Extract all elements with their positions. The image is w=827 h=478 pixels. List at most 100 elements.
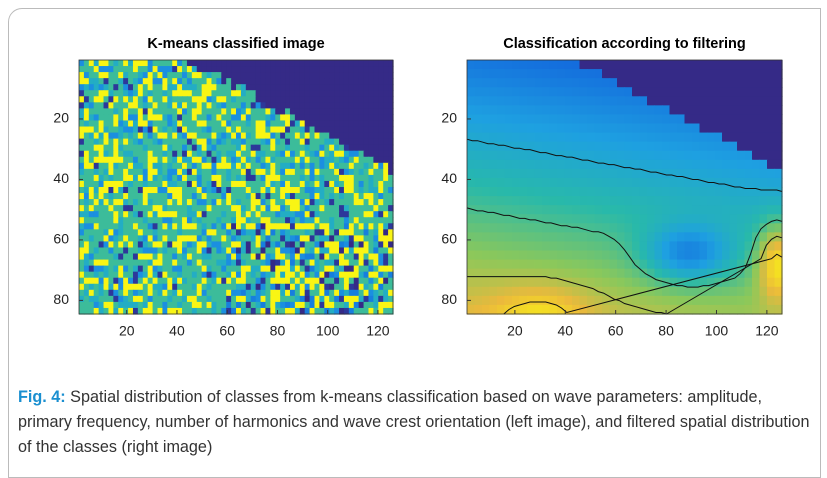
- heatmap-cell: [595, 78, 603, 88]
- heatmap-cell: [94, 72, 100, 79]
- heatmap-cell: [138, 175, 144, 182]
- heatmap-cell: [527, 160, 535, 170]
- heatmap-cell: [167, 290, 173, 297]
- heatmap-cell: [251, 102, 257, 109]
- heatmap-cell: [246, 72, 252, 79]
- heatmap-cell: [231, 187, 237, 194]
- heatmap-cell: [133, 114, 139, 121]
- heatmap-cell: [722, 260, 730, 270]
- heatmap-cell: [617, 96, 625, 106]
- heatmap-cell: [187, 96, 193, 103]
- heatmap-cell: [221, 96, 227, 103]
- heatmap-cell: [527, 251, 535, 261]
- heatmap-cell: [339, 66, 345, 73]
- heatmap-cell: [364, 187, 370, 194]
- heatmap-cell: [108, 96, 114, 103]
- heatmap-cell: [226, 72, 232, 79]
- heatmap-cell: [775, 124, 783, 134]
- heatmap-cell: [275, 72, 281, 79]
- heatmap-cell: [505, 105, 513, 115]
- heatmap-cell: [349, 163, 355, 170]
- heatmap-cell: [334, 284, 340, 291]
- heatmap-cell: [767, 169, 775, 179]
- heatmap-cell: [192, 60, 198, 67]
- heatmap-cell: [505, 205, 513, 215]
- heatmap-cell: [730, 133, 738, 143]
- heatmap-cell: [202, 235, 208, 242]
- heatmap-cell: [89, 102, 95, 109]
- heatmap-cell: [565, 187, 573, 197]
- heatmap-cell: [182, 260, 188, 267]
- heatmap-cell: [153, 217, 159, 224]
- heatmap-cell: [647, 223, 655, 233]
- heatmap-cell: [359, 72, 365, 79]
- heatmap-cell: [595, 96, 603, 106]
- heatmap-cell: [256, 102, 262, 109]
- heatmap-cell: [143, 163, 149, 170]
- heatmap-cell: [290, 278, 296, 285]
- heatmap-cell: [290, 235, 296, 242]
- heatmap-cell: [246, 139, 252, 146]
- heatmap-cell: [265, 66, 271, 73]
- heatmap-cell: [182, 278, 188, 285]
- heatmap-cell: [99, 66, 105, 73]
- heatmap-cell: [334, 193, 340, 200]
- heatmap-cell: [275, 229, 281, 236]
- heatmap-cell: [700, 241, 708, 251]
- heatmap-cell: [359, 290, 365, 297]
- heatmap-cell: [128, 302, 134, 309]
- heatmap-cell: [368, 120, 374, 127]
- heatmap-cell: [775, 223, 783, 233]
- heatmap-cell: [241, 181, 247, 188]
- heatmap-cell: [305, 254, 311, 261]
- heatmap-cell: [290, 290, 296, 297]
- heatmap-cell: [236, 296, 242, 303]
- heatmap-cell: [108, 205, 114, 212]
- heatmap-cell: [767, 133, 775, 143]
- heatmap-cell: [685, 105, 693, 115]
- heatmap-cell: [236, 260, 242, 267]
- heatmap-cell: [677, 87, 685, 97]
- heatmap-cell: [737, 96, 745, 106]
- heatmap-cell: [162, 114, 168, 121]
- heatmap-cell: [216, 193, 222, 200]
- heatmap-cell: [767, 160, 775, 170]
- heatmap-cell: [535, 187, 543, 197]
- heatmap-cell: [315, 260, 321, 267]
- heatmap-cell: [79, 278, 85, 285]
- heatmap-cell: [162, 120, 168, 127]
- heatmap-cell: [707, 69, 715, 79]
- heatmap-cell: [270, 211, 276, 218]
- heatmap-cell: [143, 254, 149, 261]
- heatmap-cell: [295, 133, 301, 140]
- heatmap-cell: [752, 87, 760, 97]
- heatmap-cell: [655, 114, 663, 124]
- heatmap-cell: [497, 160, 505, 170]
- heatmap-cell: [580, 241, 588, 251]
- heatmap-cell: [378, 241, 384, 248]
- heatmap-cell: [310, 235, 316, 242]
- heatmap-cell: [497, 241, 505, 251]
- heatmap-cell: [211, 72, 217, 79]
- heatmap-cell: [261, 139, 267, 146]
- heatmap-cell: [359, 217, 365, 224]
- heatmap-cell: [148, 139, 154, 146]
- heatmap-cell: [162, 247, 168, 254]
- heatmap-cell: [364, 114, 370, 121]
- heatmap-cell: [94, 120, 100, 127]
- heatmap-cell: [373, 187, 379, 194]
- heatmap-cell: [760, 269, 768, 279]
- heatmap-cell: [197, 78, 203, 85]
- heatmap-cell: [359, 254, 365, 261]
- heatmap-cell: [730, 241, 738, 251]
- heatmap-cell: [123, 241, 129, 248]
- heatmap-cell: [241, 127, 247, 134]
- heatmap-cell: [187, 72, 193, 79]
- heatmap-cell: [216, 235, 222, 242]
- heatmap-cell: [349, 266, 355, 273]
- heatmap-cell: [246, 145, 252, 152]
- heatmap-cell: [211, 78, 217, 85]
- heatmap-cell: [305, 266, 311, 273]
- heatmap-cell: [505, 251, 513, 261]
- heatmap-cell: [527, 60, 535, 70]
